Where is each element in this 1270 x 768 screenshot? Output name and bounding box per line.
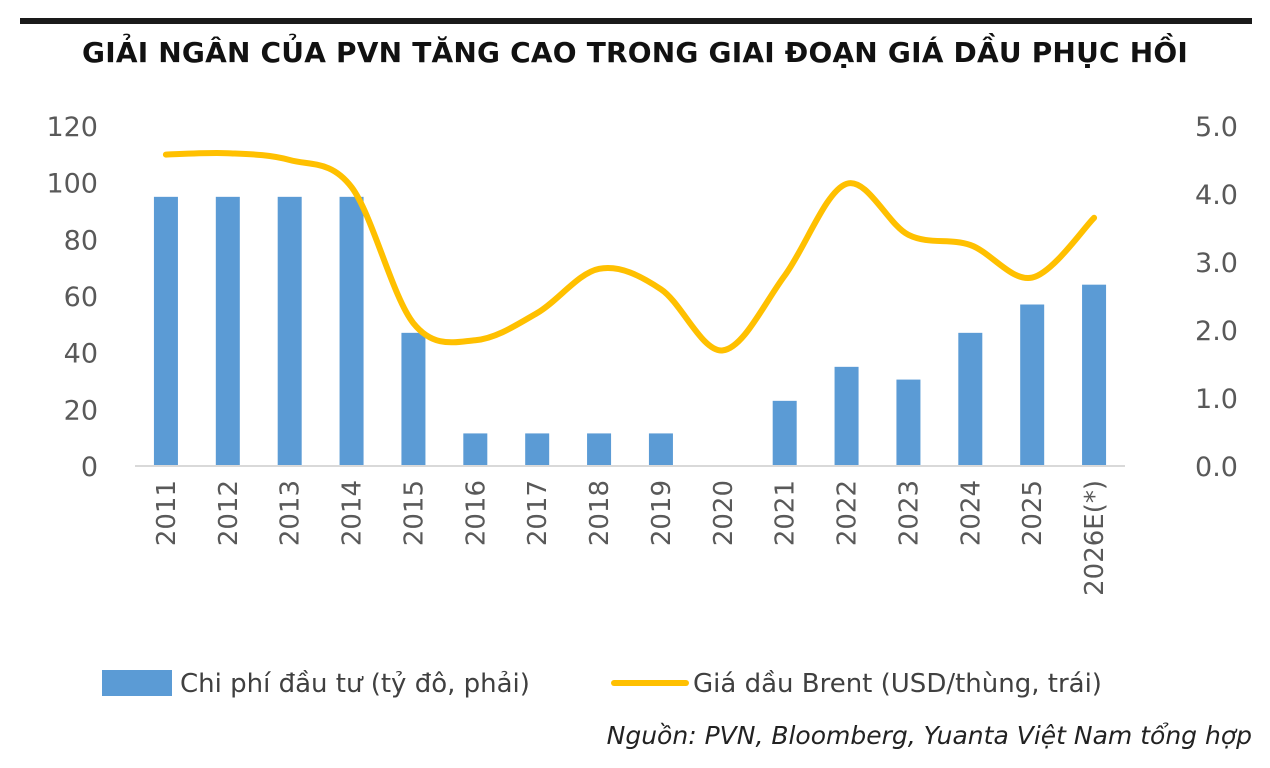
right-axis-ticks: 0.0 1.0 2.0 3.0 4.0 5.0 — [1195, 112, 1238, 483]
source-note: Nguồn: PVN, Bloomberg, Yuanta Việt Nam t… — [606, 721, 1252, 750]
bar-2025 — [1020, 304, 1045, 466]
left-tick-label: 0 — [81, 452, 98, 483]
bar-2015 — [401, 332, 426, 466]
legend-bar-label: Chi phí đầu tư (tỷ đô, phải) — [180, 669, 530, 699]
left-tick-label: 120 — [46, 112, 98, 143]
x-tick-label: 2019 — [647, 480, 677, 546]
bar-2012 — [215, 196, 240, 467]
x-tick-label: 2026E(*) — [1080, 480, 1110, 596]
bar-2019 — [648, 433, 673, 466]
x-tick-label: 2015 — [399, 480, 429, 546]
bar-2023 — [896, 379, 921, 466]
x-tick-label: 2018 — [585, 480, 615, 546]
oil-price-line — [162, 149, 1098, 354]
x-tick-label: 2025 — [1018, 480, 1048, 546]
left-tick-label: 40 — [64, 339, 98, 370]
x-tick-label: 2022 — [833, 480, 863, 546]
legend-line-label: Giá dầu Brent (USD/thùng, trái) — [693, 669, 1102, 699]
left-tick-label: 100 — [46, 169, 98, 200]
bar-2016 — [463, 433, 488, 466]
bar-2022 — [834, 366, 859, 466]
chart-title: GIẢI NGÂN CỦA PVN TĂNG CAO TRONG GIAI ĐO… — [82, 36, 1188, 69]
bar-2011 — [153, 196, 178, 467]
right-tick-label: 5.0 — [1195, 112, 1238, 143]
legend: Chi phí đầu tư (tỷ đô, phải) Giá dầu Bre… — [102, 669, 1102, 699]
x-tick-label: 2013 — [276, 480, 306, 546]
right-tick-label: 2.0 — [1195, 316, 1238, 347]
left-axis-ticks: 0 20 40 60 80 100 120 — [46, 112, 98, 483]
bar-2017 — [525, 433, 550, 466]
legend-bar-swatch — [102, 670, 172, 696]
x-tick-label: 2024 — [956, 480, 986, 546]
x-tick-label: 2021 — [771, 480, 801, 546]
right-tick-label: 1.0 — [1195, 384, 1238, 415]
x-tick-label: 2014 — [338, 480, 368, 546]
bar-2018 — [587, 433, 612, 466]
left-tick-label: 80 — [64, 225, 98, 256]
bar-series — [153, 196, 1107, 467]
bar-2026E(*) — [1082, 284, 1107, 466]
x-tick-label: 2012 — [214, 480, 244, 546]
right-tick-label: 3.0 — [1195, 248, 1238, 279]
x-tick-label: 2011 — [152, 480, 182, 546]
left-tick-label: 20 — [64, 395, 98, 426]
bar-2024 — [958, 332, 983, 466]
bar-2014 — [339, 196, 364, 467]
top-rule — [20, 18, 1252, 24]
left-tick-label: 60 — [64, 282, 98, 313]
right-tick-label: 0.0 — [1195, 452, 1238, 483]
bar-2013 — [277, 196, 302, 467]
right-tick-label: 4.0 — [1195, 180, 1238, 211]
x-axis-ticks: 2011 2012 2013 2014 2015 2016 2017 2018 2019 2020… — [152, 480, 1110, 596]
x-tick-label: 2017 — [523, 480, 553, 546]
x-tick-label: 2020 — [709, 480, 739, 546]
x-tick-label: 2016 — [461, 480, 491, 546]
bar-2021 — [772, 400, 797, 466]
x-tick-label: 2023 — [894, 480, 924, 546]
